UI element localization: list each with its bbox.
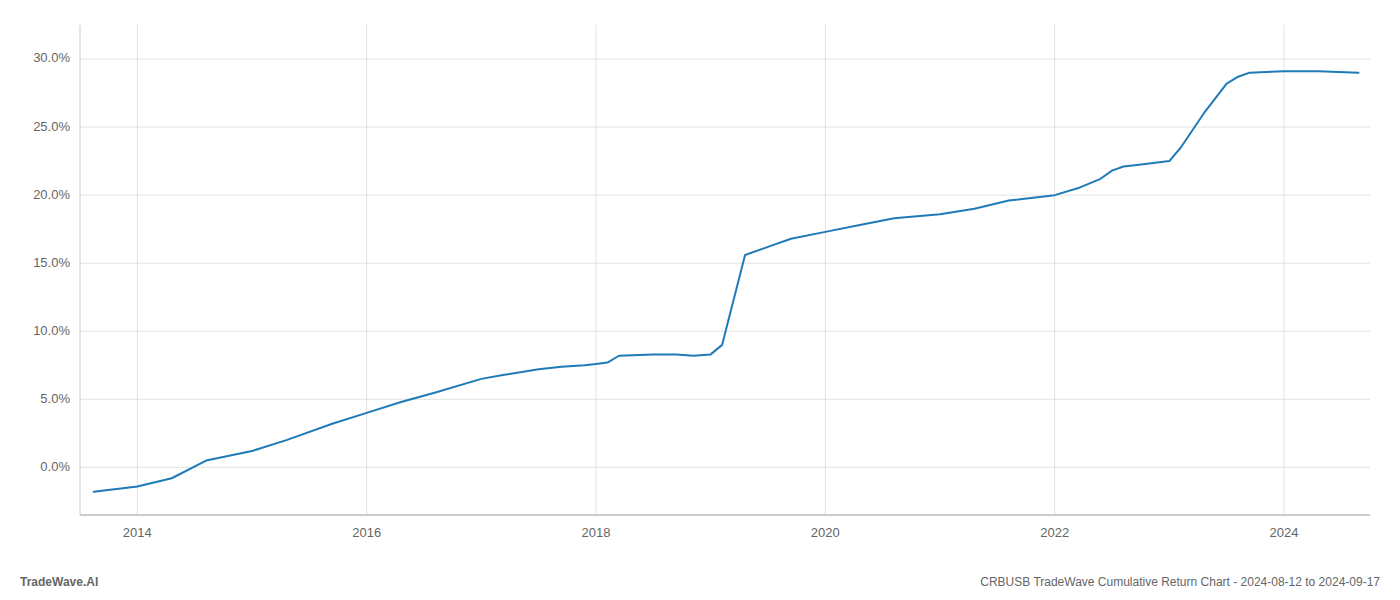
y-tick-label: 5.0% <box>40 391 70 406</box>
y-tick-label: 20.0% <box>33 187 70 202</box>
y-grid-line <box>80 467 1370 468</box>
y-axis-line <box>80 25 81 515</box>
y-grid-line <box>80 127 1370 128</box>
x-tick-label: 2018 <box>582 525 611 540</box>
y-tick-label: 30.0% <box>33 50 70 65</box>
x-grid-line <box>825 25 826 515</box>
y-tick-label: 15.0% <box>33 255 70 270</box>
plot-area <box>94 71 1359 492</box>
axes <box>80 25 1370 515</box>
y-grid-line <box>80 399 1370 400</box>
y-tick-label: 0.0% <box>40 459 70 474</box>
y-tick-label: 10.0% <box>33 323 70 338</box>
y-tick-label: 25.0% <box>33 119 70 134</box>
x-tick-label: 2014 <box>123 525 152 540</box>
x-axis-line <box>80 515 1370 516</box>
x-tick-label: 2024 <box>1270 525 1299 540</box>
x-tick-label: 2016 <box>352 525 381 540</box>
x-grid-line <box>1284 25 1285 515</box>
y-grid-line <box>80 263 1370 264</box>
x-grid-line <box>137 25 138 515</box>
y-grid-line <box>80 195 1370 196</box>
footer-right: CRBUSB TradeWave Cumulative Return Chart… <box>980 575 1380 589</box>
x-tick-label: 2020 <box>811 525 840 540</box>
texts: 0.0% 5.0% 10.0% 15.0% 20.0% 25.0% 30.0% 2014 201… <box>20 50 1380 589</box>
footer-left: TradeWave.AI <box>20 575 98 589</box>
x-grid-line <box>366 25 367 515</box>
grid <box>80 25 1370 515</box>
data-line <box>94 71 1359 492</box>
x-grid-line <box>1054 25 1055 515</box>
chart-svg: 0.0% 5.0% 10.0% 15.0% 20.0% 25.0% 30.0% 2014 201… <box>0 0 1400 600</box>
x-grid-line <box>596 25 597 515</box>
y-grid-line <box>80 59 1370 60</box>
x-tick-label: 2022 <box>1040 525 1069 540</box>
